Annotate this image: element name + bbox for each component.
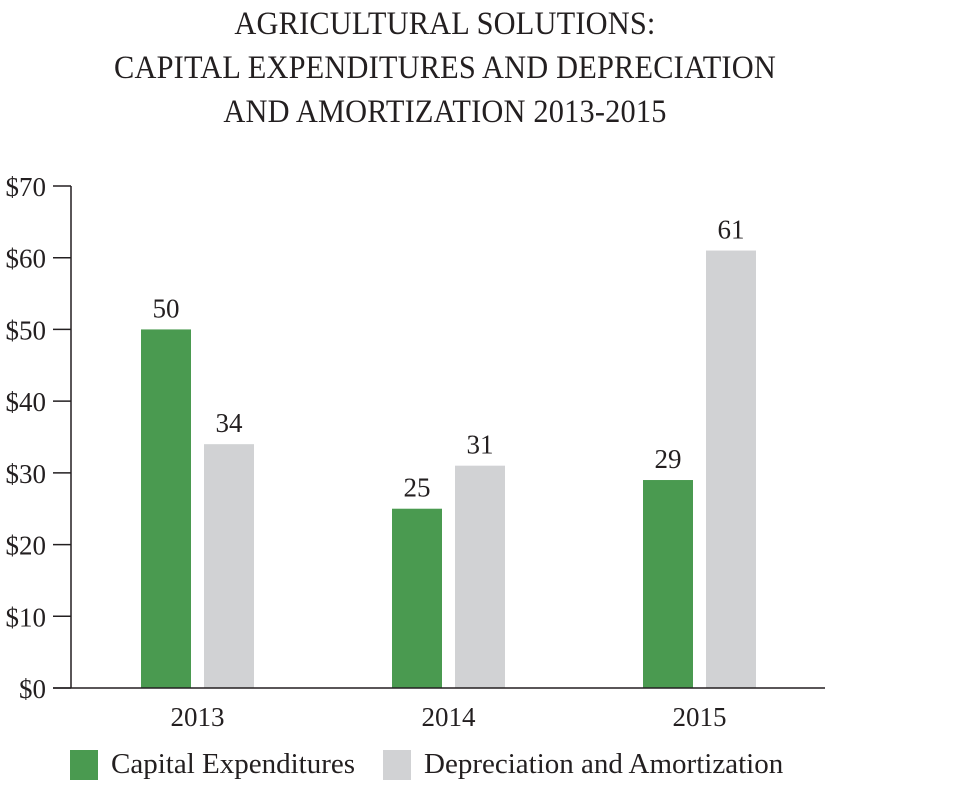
legend-label-capital-expenditures: Capital Expenditures — [111, 748, 356, 780]
title-line-3: AND AMORTIZATION 2013-2015 — [223, 94, 667, 130]
bar-depreciation-and-amortization-2015 — [706, 250, 756, 689]
y-tick-label: $0 — [19, 674, 46, 704]
data-label: 31 — [467, 430, 494, 460]
y-tick-label: $30 — [6, 459, 47, 489]
y-tick-label: $20 — [6, 531, 47, 561]
y-tick-label: $70 — [6, 172, 47, 202]
x-tick-label: 2013 — [171, 702, 225, 732]
data-label: 34 — [216, 408, 244, 438]
data-label: 61 — [718, 215, 745, 245]
legend-item-capital-expenditures: Capital Expenditures — [70, 748, 355, 781]
bar-capital-expenditures-2013 — [141, 329, 191, 688]
y-tick-label: $60 — [6, 244, 47, 274]
x-tick-label: 2015 — [673, 702, 727, 732]
y-tick-label: $10 — [6, 602, 47, 632]
legend-item-depreciation-amortization: Depreciation and Amortization — [383, 748, 783, 781]
y-tick-label: $50 — [6, 315, 47, 345]
bar-depreciation-and-amortization-2013 — [204, 444, 254, 688]
data-label: 25 — [404, 473, 431, 503]
legend-swatch-capital-expenditures — [70, 749, 98, 780]
data-label: 50 — [153, 293, 180, 323]
data-label: 29 — [655, 444, 682, 474]
title-line-1: AGRICULTURAL SOLUTIONS: — [234, 6, 656, 42]
x-tick-label: 2014 — [422, 702, 477, 732]
legend: Capital Expenditures Depreciation and Am… — [70, 748, 811, 781]
legend-label-depreciation-amortization: Depreciation and Amortization — [424, 748, 784, 780]
legend-swatch-depreciation-amortization — [383, 749, 412, 780]
bar-depreciation-and-amortization-2014 — [455, 465, 505, 688]
bar-capital-expenditures-2014 — [392, 508, 442, 688]
bar-capital-expenditures-2015 — [643, 480, 693, 688]
title-line-2: CAPITAL EXPENDITURES AND DEPRECIATION — [114, 50, 776, 86]
y-tick-label: $40 — [6, 387, 47, 417]
chart-title: AGRICULTURAL SOLUTIONS: CAPITAL EXPENDIT… — [36, 2, 855, 134]
